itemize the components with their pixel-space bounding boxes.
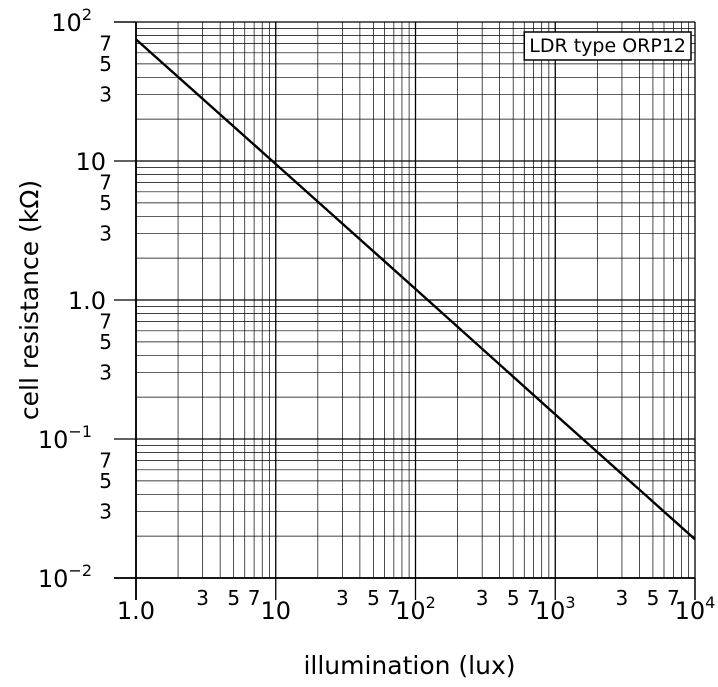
series-line: [135, 38, 696, 541]
y-minor-tick-label: 5: [99, 469, 112, 493]
y-tick-label: 102: [51, 5, 92, 37]
x-minor-tick-label: 5: [367, 586, 380, 610]
y-minor-tick-label: 5: [99, 330, 112, 354]
x-tick-label: 104: [675, 593, 716, 625]
legend-label: LDR type ORP12: [529, 35, 686, 57]
x-tick-label: 102: [395, 593, 436, 625]
x-minor-tick-label: 7: [248, 586, 261, 610]
x-tick-label: 103: [535, 593, 576, 625]
y-minor-tick-label: 5: [99, 52, 112, 76]
x-minor-tick-label: 3: [336, 586, 349, 610]
y-minor-tick-label: 7: [99, 32, 112, 56]
x-axis-title: illumination (lux): [303, 651, 515, 680]
x-minor-tick-label: 3: [616, 586, 629, 610]
legend-box: [523, 31, 692, 61]
y-minor-tick-label: 5: [99, 191, 112, 215]
x-tick-label: 10: [260, 597, 291, 625]
y-minor-tick-label: 3: [99, 500, 112, 524]
x-minor-tick-label: 3: [196, 586, 209, 610]
y-minor-tick-label: 3: [99, 361, 112, 385]
y-axis-title: cell resistance (kΩ): [15, 180, 44, 420]
y-minor-tick-label: 3: [99, 83, 112, 107]
y-minor-tick-label: 7: [99, 310, 112, 334]
legend: LDR type ORP12: [523, 31, 692, 61]
series-layer: [135, 38, 696, 541]
x-tick-label: 1.0: [117, 597, 155, 625]
x-minor-tick-label: 5: [647, 586, 660, 610]
x-minor-tick-label: 5: [227, 586, 240, 610]
y-tick-label: 1.0: [68, 287, 106, 315]
y-tick-label: 10−1: [38, 422, 92, 454]
y-minor-tick-label: 7: [99, 449, 112, 473]
x-minor-tick-label: 7: [667, 586, 680, 610]
x-minor-tick-label: 7: [387, 586, 400, 610]
axes: [114, 21, 696, 600]
y-tick-label: 10: [75, 148, 106, 176]
y-minor-tick-label: 3: [99, 222, 112, 246]
x-minor-tick-label: 7: [527, 586, 540, 610]
y-minor-tick-label: 7: [99, 171, 112, 195]
grid: [135, 22, 695, 579]
x-minor-tick-label: 5: [507, 586, 520, 610]
x-minor-tick-label: 3: [476, 586, 489, 610]
y-tick-label: 10−2: [38, 561, 92, 593]
